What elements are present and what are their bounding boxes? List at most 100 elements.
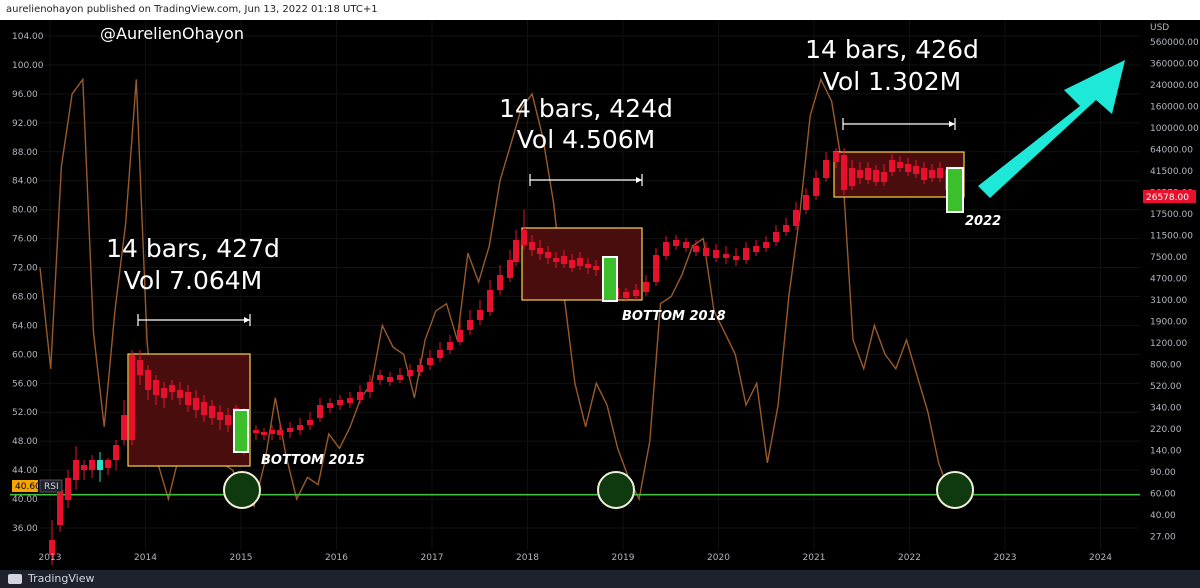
candle-body (889, 160, 895, 172)
right-axis-tick: 90.00 (1150, 468, 1176, 478)
annotation-vol-2022: Vol 1.302M (823, 67, 962, 96)
left-axis-tick: 92.00 (12, 119, 38, 129)
right-axis-tick: 220.00 (1150, 425, 1182, 435)
right-axis-tick: 1200.00 (1150, 339, 1187, 349)
candle-body (897, 162, 903, 168)
tradingview-logo-icon (8, 574, 22, 584)
rsi-value-text: 40.60 (15, 482, 41, 492)
left-axis-tick: 68.00 (12, 292, 38, 302)
candle-body (377, 375, 383, 380)
candle-body (287, 428, 293, 432)
candle-body (169, 385, 175, 392)
candle-body (145, 370, 151, 390)
candle-body (277, 430, 283, 435)
right-axis-tick: 41500.00 (1150, 167, 1193, 177)
publisher-text: aurelienohayon published on TradingView.… (6, 4, 378, 15)
x-axis-tick: 2020 (707, 553, 730, 563)
candle-body (753, 246, 759, 252)
candle-body (193, 398, 199, 410)
candle-body (849, 168, 855, 186)
right-axis-tick: 27.00 (1150, 533, 1176, 543)
candle-body (367, 382, 373, 392)
right-axis-tick: 140.00 (1150, 447, 1182, 457)
candle-body (253, 430, 259, 433)
candle-body (137, 360, 143, 375)
left-axis-tick: 100.00 (12, 61, 44, 71)
left-axis-tick: 76.00 (12, 235, 38, 245)
candle-body (663, 242, 669, 256)
candle-body (73, 460, 79, 480)
left-axis-tick: 96.00 (12, 90, 38, 100)
candle-body (561, 256, 567, 264)
bottom-candle-highlight (602, 256, 618, 302)
candle-body (921, 168, 927, 180)
right-axis-tick: 240000.00 (1150, 81, 1199, 91)
right-axis-tick: 40.00 (1150, 511, 1176, 521)
candle-body (913, 166, 919, 174)
candle-body (161, 388, 167, 398)
right-axis-tick: 520.00 (1150, 382, 1182, 392)
candle-body (307, 420, 313, 425)
right-axis-tick: 800.00 (1150, 361, 1182, 371)
candle-body (337, 400, 343, 405)
left-axis-tick: 40.00 (12, 495, 38, 505)
currency-unit: USD (1150, 23, 1169, 33)
rsi-label-badge (39, 479, 63, 493)
right-axis-tick: 1900.00 (1150, 318, 1187, 328)
candle-body (643, 282, 649, 292)
rsi-bottom-circle (223, 471, 261, 509)
candle-body (633, 290, 639, 296)
candle-body (297, 425, 303, 430)
candle-body (713, 250, 719, 258)
right-axis-tick: 340.00 (1150, 404, 1182, 414)
candle-body (881, 172, 887, 182)
right-axis-tick: 7500.00 (1150, 253, 1187, 263)
right-axis-tick: 3100.00 (1150, 296, 1187, 306)
candle-body (261, 432, 267, 435)
rsi-bottom-circle (936, 471, 974, 509)
candle-body (833, 152, 839, 162)
candle-body (937, 168, 943, 178)
right-axis-tick: 17500.00 (1150, 210, 1193, 220)
last-price-text: 26578.00 (1146, 193, 1189, 203)
bitcoin-monthly-chart[interactable]: @AurelienOhayon 14 bars, 427d Vol 7.064M… (0, 20, 1200, 570)
right-axis-tick: 100000.00 (1150, 124, 1199, 134)
bottom-2015-label: BOTTOM 2015 (261, 453, 365, 468)
tradingview-footer: TradingView (0, 570, 1200, 588)
x-axis-tick: 2014 (134, 553, 157, 563)
left-axis-tick: 80.00 (12, 206, 38, 216)
candle-body (269, 430, 275, 434)
left-axis-tick: 72.00 (12, 264, 38, 274)
candle-body (873, 170, 879, 182)
candle-body (803, 195, 809, 210)
x-axis-tick: 2013 (39, 553, 62, 563)
right-axis-tick: 560000.00 (1150, 38, 1199, 48)
left-axis-tick: 60.00 (12, 350, 38, 360)
candle-body (653, 255, 659, 282)
candle-body (673, 240, 679, 246)
candle-body (703, 248, 709, 256)
candle-body (347, 398, 353, 403)
candle-body (521, 230, 527, 245)
candle-body (783, 225, 789, 232)
candle-body (553, 258, 559, 262)
author-tag: @AurelienOhayon (100, 24, 244, 43)
candle-body (487, 290, 493, 312)
candle-body (467, 320, 473, 330)
right-axis-tick: 11500.00 (1150, 232, 1193, 242)
candle-body (497, 275, 503, 290)
candle-body (49, 540, 55, 555)
candle-body (857, 170, 863, 178)
candle-body (407, 370, 413, 376)
left-axis-tick: 88.00 (12, 148, 38, 158)
x-axis-tick: 2024 (1089, 553, 1112, 563)
bracket-arrow-icon (949, 121, 955, 127)
x-axis-tick: 2021 (803, 553, 826, 563)
bracket-arrow-icon (244, 317, 250, 323)
left-axis: 104.00 100.00 96.00 92.00 88.00 84.00 80.00 76.… (12, 32, 44, 534)
candle-body (437, 350, 443, 358)
x-axis: 2013 2014 2015 2016 2017 2018 2019 2020 2021 2022… (39, 553, 1113, 563)
candle-body (683, 242, 689, 248)
candle-body (217, 412, 223, 420)
left-axis-tick: 44.00 (12, 466, 38, 476)
